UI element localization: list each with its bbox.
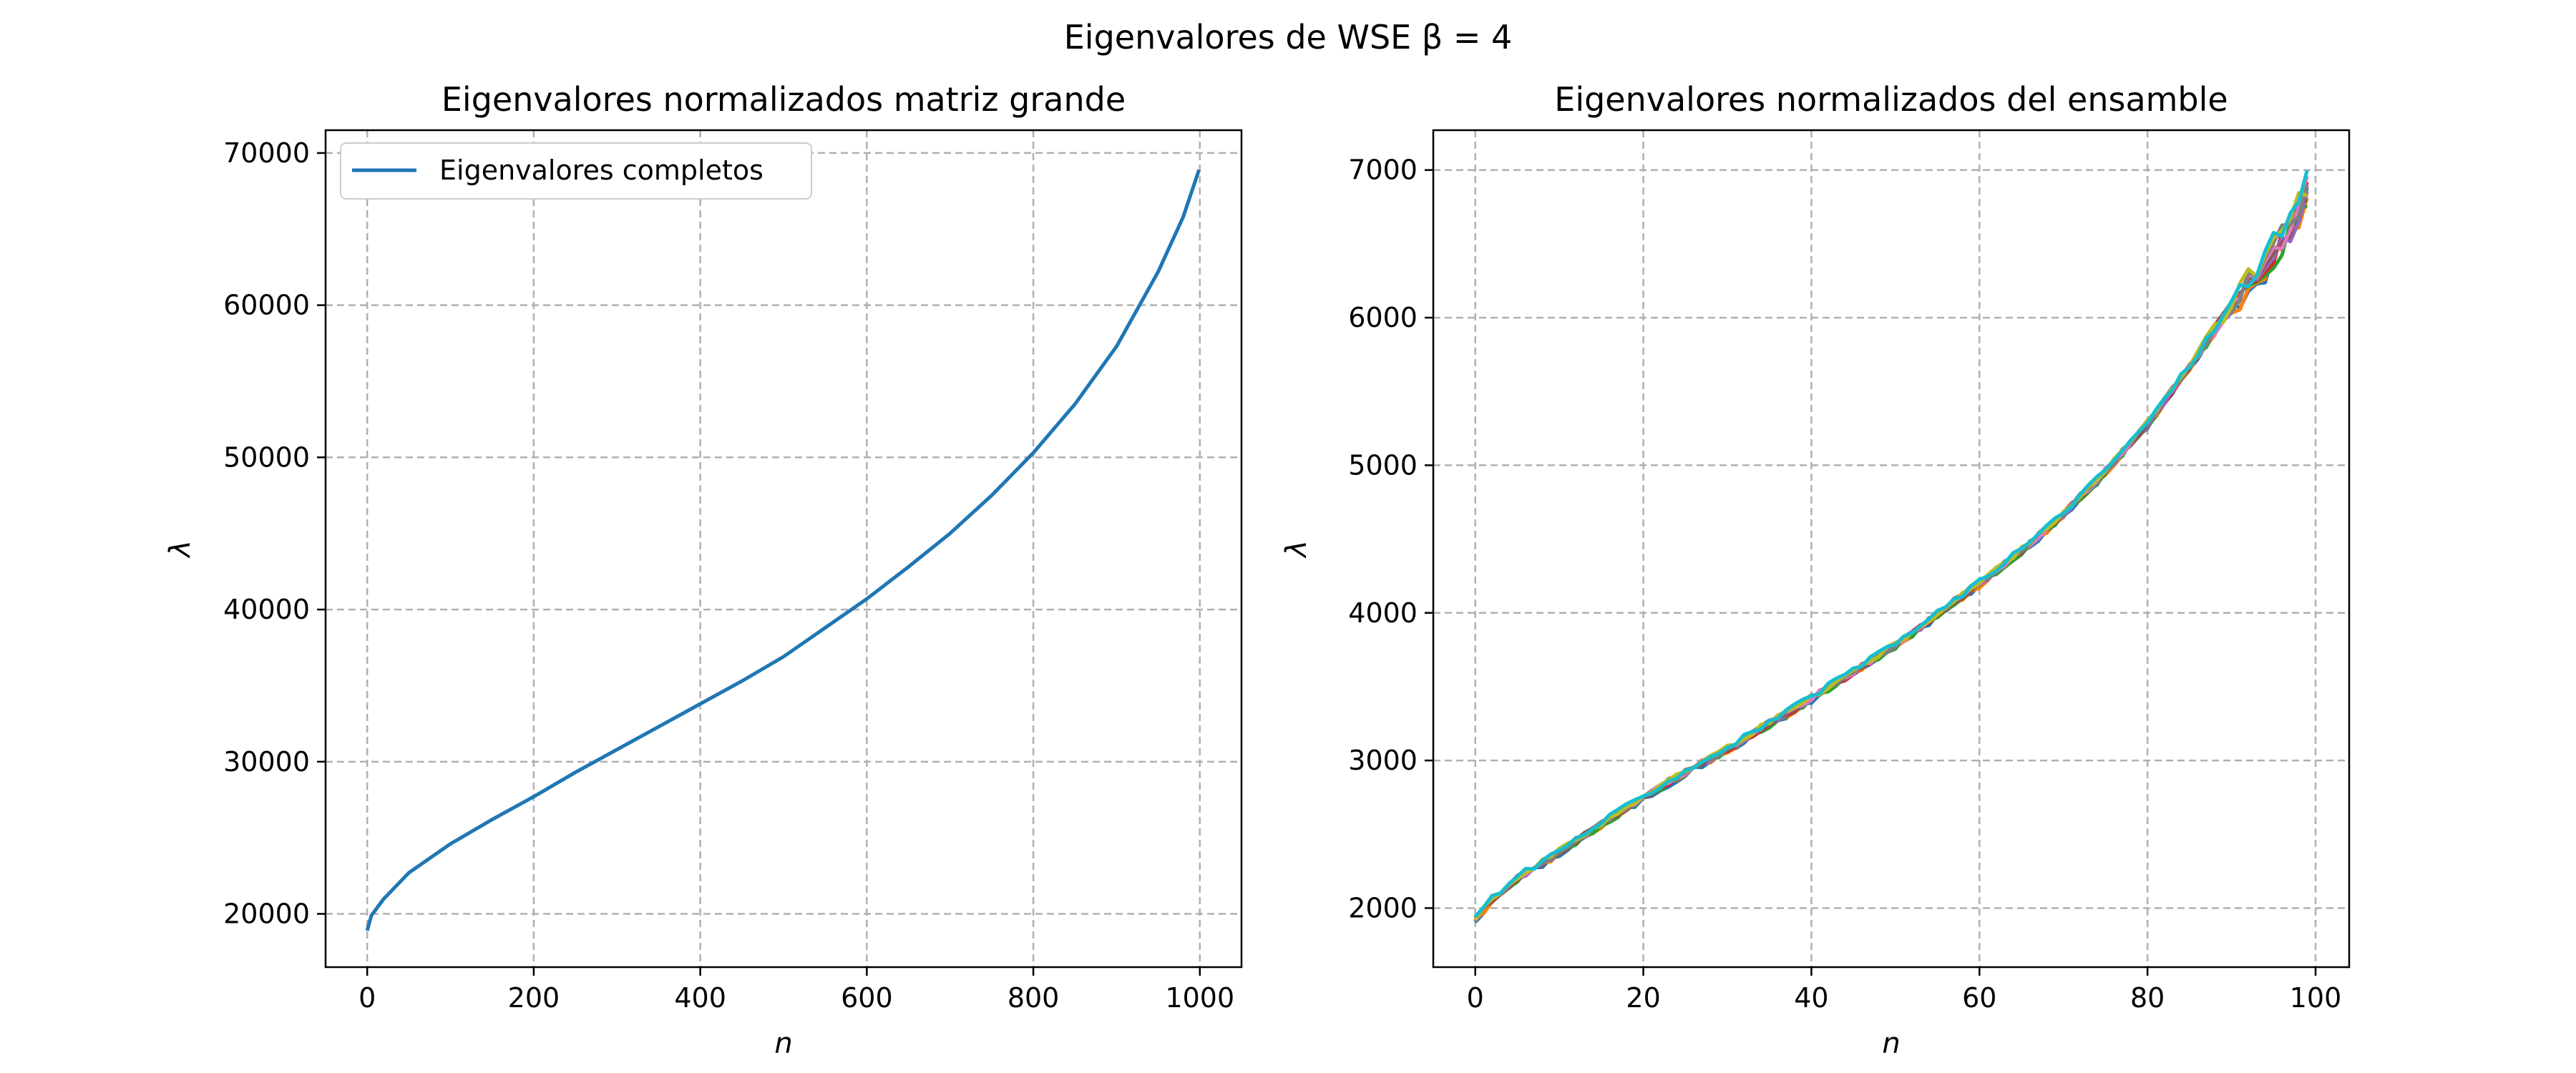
panel-title: Eigenvalores normalizados del ensamble <box>1554 80 2228 119</box>
ensemble-series-line <box>1473 202 2308 923</box>
ensemble-series-line <box>1473 196 2308 919</box>
x-tick-label: 0 <box>358 982 376 1014</box>
x-tick-label: 600 <box>841 982 893 1014</box>
ensemble-series-line <box>1473 170 2309 918</box>
x-tick-label: 0 <box>1467 982 1484 1014</box>
x-axis-label: n <box>774 1027 792 1060</box>
ensemble-series-line <box>1473 185 2309 918</box>
x-tick-label: 100 <box>2290 982 2342 1014</box>
y-tick-label: 2000 <box>1348 892 1418 923</box>
x-tick-label: 80 <box>2130 982 2165 1014</box>
x-tick-label: 400 <box>674 982 726 1014</box>
x-tick-label: 1000 <box>1165 982 1234 1014</box>
series-line <box>365 169 1201 931</box>
y-tick-label: 30000 <box>223 746 310 778</box>
y-tick-label: 5000 <box>1348 449 1418 481</box>
y-axis-label: λ <box>1280 540 1313 559</box>
y-tick-label: 70000 <box>223 137 310 169</box>
y-axis-label: λ <box>164 540 197 559</box>
y-tick-label: 40000 <box>223 594 310 625</box>
ensemble-series-line <box>1474 197 2309 921</box>
ensemble-series-line <box>1473 175 2309 922</box>
y-tick-label: 20000 <box>223 898 310 930</box>
panel-ensamble: Eigenvalores normalizados del ensamble 0… <box>1280 80 2351 1060</box>
figure-title: Eigenvalores de WSE β = 4 <box>1064 18 1513 57</box>
y-tick-label: 7000 <box>1348 155 1418 186</box>
y-tick-label: 3000 <box>1348 745 1418 776</box>
legend-entry-label: Eigenvalores completos <box>439 155 763 186</box>
x-tick-label: 800 <box>1008 982 1060 1014</box>
y-tick-label: 6000 <box>1348 302 1418 333</box>
plot-frame <box>324 129 1243 969</box>
y-tick-label: 4000 <box>1348 597 1418 629</box>
plot-frame <box>1432 129 2351 969</box>
legend: Eigenvalores completos <box>340 142 812 200</box>
x-tick-label: 200 <box>508 982 560 1014</box>
panel-matriz-grande: Eigenvalores normalizados matriz grande … <box>164 80 1243 1060</box>
panel-title: Eigenvalores normalizados matriz grande <box>441 80 1126 119</box>
ensemble-series-line <box>1473 187 2309 923</box>
legend-box <box>340 142 812 200</box>
x-tick-label: 20 <box>1626 982 1660 1014</box>
ensemble-series-line <box>1473 191 2309 922</box>
ensemble-series-line <box>1473 181 2309 920</box>
x-tick-label: 60 <box>1962 982 1996 1014</box>
x-axis-label: n <box>1882 1027 1900 1060</box>
y-tick-label: 60000 <box>223 290 310 321</box>
x-tick-label: 40 <box>1794 982 1828 1014</box>
ensemble-series-line <box>1473 191 2308 921</box>
y-tick-label: 50000 <box>223 441 310 473</box>
